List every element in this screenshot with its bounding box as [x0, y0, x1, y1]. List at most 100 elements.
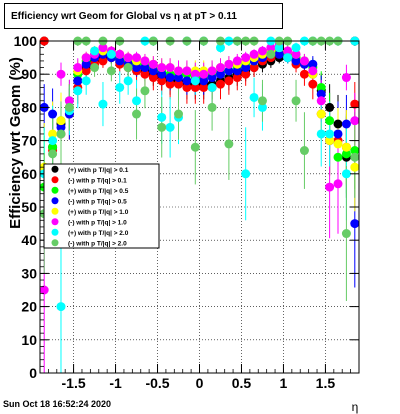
data-point: [241, 63, 251, 73]
data-point: [224, 76, 234, 86]
data-point: [182, 82, 192, 92]
data-point: [257, 102, 267, 112]
y-tick-label: 50: [21, 199, 37, 215]
x-tick-label: -1.5: [62, 375, 86, 391]
data-point: [341, 229, 351, 239]
data-point: [140, 86, 150, 96]
legend-label: (+) with p T/|q| > 0.5: [68, 188, 129, 195]
legend-marker: [51, 228, 59, 236]
data-points: [39, 36, 360, 312]
data-point: [56, 116, 66, 126]
y-tick-labels: 0 10 20 30 40 50 60 70 80 90 100: [14, 33, 38, 381]
data-point: [81, 66, 91, 76]
data-point: [56, 302, 66, 312]
legend-box: [43, 163, 160, 249]
x-tick-label: 0.5: [232, 375, 252, 391]
legend-label: (-) with p T/|q| > 0.5: [68, 198, 127, 205]
footer-date: Sun Oct 18 16:52:24 2020: [3, 399, 112, 409]
data-point: [215, 79, 225, 89]
data-point: [132, 96, 142, 106]
data-point: [165, 73, 175, 83]
data-point: [316, 89, 326, 99]
data-point: [325, 136, 335, 146]
data-point: [115, 49, 125, 59]
legend-marker: [51, 176, 59, 184]
data-point: [157, 122, 167, 132]
data-point: [350, 162, 360, 172]
data-point: [215, 69, 225, 79]
data-point: [90, 63, 100, 73]
data-point: [333, 152, 343, 162]
data-point: [215, 63, 225, 73]
y-tick-label: 100: [14, 33, 38, 49]
data-point: [90, 46, 100, 56]
x-tick-label: -1: [109, 375, 122, 391]
chart-title: Efficiency wrt Geom for Global vs η at p…: [4, 3, 283, 29]
data-point: [48, 109, 58, 119]
data-point: [56, 69, 66, 79]
data-point: [174, 79, 184, 89]
data-point: [140, 63, 150, 73]
legend-marker: [51, 218, 59, 226]
legend-label: (-) with p T/|q| > 1.0: [68, 219, 127, 226]
data-point: [190, 142, 200, 152]
data-point: [291, 96, 301, 106]
data-point: [123, 76, 133, 86]
legend-label: (-) with p T/|q| > 2.0: [68, 240, 127, 247]
data-point: [283, 46, 293, 56]
data-point: [56, 129, 66, 139]
data-point: [316, 129, 326, 139]
y-tick-label: 30: [21, 265, 37, 281]
data-point: [98, 56, 108, 66]
data-point: [350, 219, 360, 229]
x-tick-label: 1: [280, 375, 288, 391]
data-point: [308, 79, 318, 89]
data-point: [199, 76, 209, 86]
data-point: [182, 66, 192, 76]
data-point: [266, 43, 276, 53]
data-point: [73, 76, 83, 86]
x-axis-label: η: [352, 400, 359, 414]
data-point: [350, 152, 360, 162]
data-point: [39, 285, 49, 295]
data-point: [316, 96, 326, 106]
legend-label: (+) with p T/|q| > 2.0: [68, 230, 129, 237]
data-point: [123, 53, 133, 63]
data-point: [232, 73, 242, 83]
legend-marker: [51, 207, 59, 215]
data-point: [316, 109, 326, 119]
data-point: [249, 63, 259, 73]
data-point: [325, 182, 335, 192]
data-point: [316, 82, 326, 92]
data-point: [224, 139, 234, 149]
data-point: [232, 56, 242, 66]
data-point: [207, 66, 217, 76]
data-point: [333, 129, 343, 139]
data-point: [123, 63, 133, 73]
data-point: [157, 76, 167, 86]
data-point: [182, 76, 192, 86]
data-point: [333, 179, 343, 189]
x-tick-labels: -1.5 -1 -0.5 0 0.5 1 1.5: [62, 375, 336, 391]
y-tick-label: 10: [21, 332, 37, 348]
data-point: [325, 102, 335, 112]
y-tick-label: 20: [21, 299, 37, 315]
data-point: [115, 82, 125, 92]
y-tick-label: 40: [21, 232, 37, 248]
data-point: [81, 76, 91, 86]
legend: (+) with p T/|q| > 0.1 (-) with p T/|q| >…: [43, 163, 160, 249]
data-point: [73, 86, 83, 96]
data-point: [148, 59, 158, 69]
data-point: [249, 92, 259, 102]
data-point: [224, 66, 234, 76]
legend-label: (+) with p T/|q| > 0.1: [68, 167, 129, 174]
data-point: [165, 79, 175, 89]
y-axis-label: Efficiency wrt Geom (%): [7, 57, 24, 229]
data-point: [341, 169, 351, 179]
data-point: [207, 82, 217, 92]
data-point: [132, 109, 142, 119]
data-point: [299, 146, 309, 156]
data-point: [341, 149, 351, 159]
data-point: [98, 99, 108, 109]
data-point: [283, 53, 293, 63]
